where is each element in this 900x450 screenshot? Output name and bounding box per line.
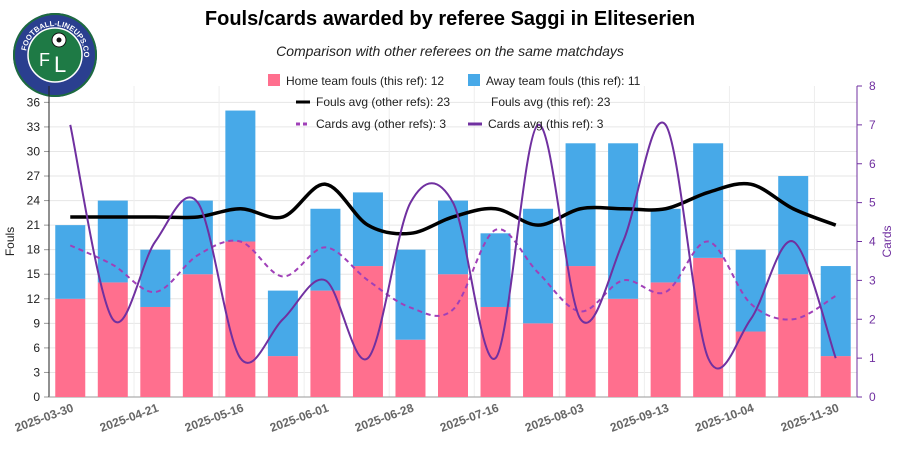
x-tick-label: 2025-03-30	[13, 401, 76, 435]
y-tick-label: 30	[27, 144, 41, 158]
bar-home-fouls	[778, 274, 809, 397]
bar-home-fouls	[820, 356, 851, 397]
bar-home-fouls	[608, 298, 639, 397]
y-tick-label: 12	[27, 292, 41, 306]
bar-away-fouls	[523, 208, 554, 324]
bar-away-fouls	[395, 249, 426, 340]
svg-text:L: L	[54, 52, 66, 77]
chart-subtitle: Comparison with other referees on the sa…	[276, 43, 624, 59]
y-tick-label: 21	[27, 218, 41, 232]
line-cards-avg-other-refs	[69, 228, 837, 321]
legend-swatch	[468, 74, 480, 86]
bar-home-fouls	[693, 257, 724, 397]
bar-home-fouls	[97, 282, 128, 397]
y-axis-label: Fouls	[3, 227, 17, 256]
y-tick-label: 27	[27, 169, 41, 183]
bar-away-fouls	[693, 143, 724, 258]
x-tick-label: 2025-10-04	[693, 401, 756, 435]
y2-axis-label: Cards	[880, 225, 894, 257]
y2-tick-label: 3	[869, 273, 876, 287]
bar-home-fouls	[650, 282, 681, 397]
bar-away-fouls	[97, 200, 128, 283]
chart-title: Fouls/cards awarded by referee Saggi in …	[204, 8, 696, 30]
y2-tick-label: 8	[869, 79, 876, 93]
bar-away-fouls	[225, 110, 256, 242]
x-tick-label: 2025-07-16	[438, 401, 501, 435]
legend-label: Away team fouls (this ref): 11	[486, 74, 641, 88]
x-tick-label: 2025-04-21	[98, 401, 161, 435]
svg-text:F: F	[39, 50, 50, 70]
x-tick-label: 2025-05-16	[183, 401, 246, 435]
bar-away-fouls	[608, 143, 639, 299]
bar-away-fouls	[140, 249, 171, 307]
bar-away-fouls	[820, 266, 851, 357]
line-cards-this-ref	[69, 121, 837, 370]
bar-home-fouls	[182, 274, 213, 397]
y2-tick-label: 2	[869, 312, 876, 326]
bar-home-fouls	[140, 306, 171, 397]
x-tick-label: 2025-06-28	[353, 401, 416, 435]
y-tick-label: 36	[27, 95, 41, 109]
bar-home-fouls	[735, 331, 766, 397]
y-tick-label: 6	[33, 341, 40, 355]
y2-tick-label: 6	[869, 157, 876, 171]
football-lineups-logo: F L FOOTBALL-LINEUPS.COM	[12, 12, 97, 97]
bar-home-fouls	[523, 323, 554, 397]
x-tick-label: 2025-09-13	[608, 401, 671, 435]
legend-label: Fouls avg (this ref): 23	[491, 95, 611, 109]
y-tick-label: 9	[33, 316, 40, 330]
y2-tick-label: 7	[869, 118, 876, 132]
legend-label: Home team fouls (this ref): 12	[286, 74, 444, 88]
bar-away-fouls	[650, 208, 681, 283]
bar-away-fouls	[182, 200, 213, 275]
y2-tick-label: 0	[869, 390, 876, 404]
x-tick-label: 2025-06-01	[268, 401, 331, 435]
legend-label: Fouls avg (other refs): 23	[316, 95, 450, 109]
bar-home-fouls	[310, 290, 341, 397]
bar-home-fouls	[267, 356, 298, 397]
bar-away-fouls	[565, 143, 596, 267]
x-tick-label: 2025-08-03	[523, 401, 586, 435]
y-tick-label: 3	[33, 365, 40, 379]
y-tick-label: 0	[33, 390, 40, 404]
y-tick-label: 24	[27, 194, 41, 208]
bar-away-fouls	[55, 225, 86, 299]
bar-away-fouls	[310, 208, 341, 291]
legend-label: Cards avg (this ref): 3	[488, 117, 604, 131]
y2-tick-label: 1	[869, 351, 876, 365]
bar-home-fouls	[55, 298, 86, 397]
bar-away-fouls	[267, 290, 298, 357]
line-fouls-avg-other-refs	[70, 181, 837, 236]
x-tick-label: 2025-11-30	[779, 401, 841, 435]
bar-away-fouls	[480, 233, 511, 307]
legend-swatch	[268, 74, 280, 86]
bar-home-fouls	[225, 241, 256, 397]
bar-home-fouls	[395, 339, 426, 397]
y-tick-label: 33	[27, 120, 41, 134]
y2-tick-label: 5	[869, 196, 876, 210]
legend-label: Cards avg (other refs): 3	[316, 117, 446, 131]
y-tick-label: 18	[27, 243, 41, 257]
y-tick-label: 15	[27, 267, 41, 281]
y2-tick-label: 4	[869, 235, 876, 249]
